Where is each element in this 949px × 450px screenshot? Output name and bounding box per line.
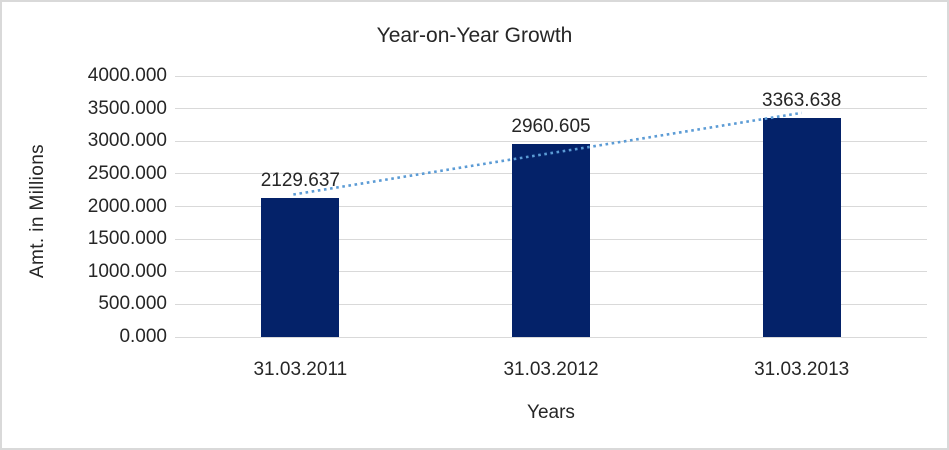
gridline: [175, 75, 927, 77]
y-tick-label: 2000.000: [87, 195, 167, 217]
y-tick-label: 500.000: [98, 293, 167, 315]
x-axis-title: Years: [527, 402, 575, 423]
x-tick-label: 31.03.2012: [503, 359, 599, 380]
bar-value-label: 2129.637: [260, 170, 340, 192]
bar-value-label: 3363.638: [762, 89, 842, 111]
x-tick-label: 31.03.2011: [253, 359, 348, 380]
bar: [762, 117, 841, 337]
gridline: [175, 336, 927, 338]
y-tick-label: 2500.000: [87, 162, 167, 184]
y-tick-label: 4000.000: [87, 65, 167, 86]
x-tick-label: 31.03.2013: [754, 359, 850, 380]
bar: [512, 143, 590, 337]
y-tick-label: 3500.000: [87, 97, 167, 119]
y-tick-label: 1000.000: [87, 260, 167, 282]
bar-value-label: 2960.605: [511, 115, 591, 137]
chart-title: Year-on-Year Growth: [376, 24, 573, 47]
y-tick-label: 0.000: [119, 326, 167, 347]
y-tick-label: 3000.000: [87, 130, 167, 152]
gridline: [175, 108, 927, 110]
bar: [261, 198, 340, 337]
y-tick-label: 1500.000: [87, 228, 167, 250]
